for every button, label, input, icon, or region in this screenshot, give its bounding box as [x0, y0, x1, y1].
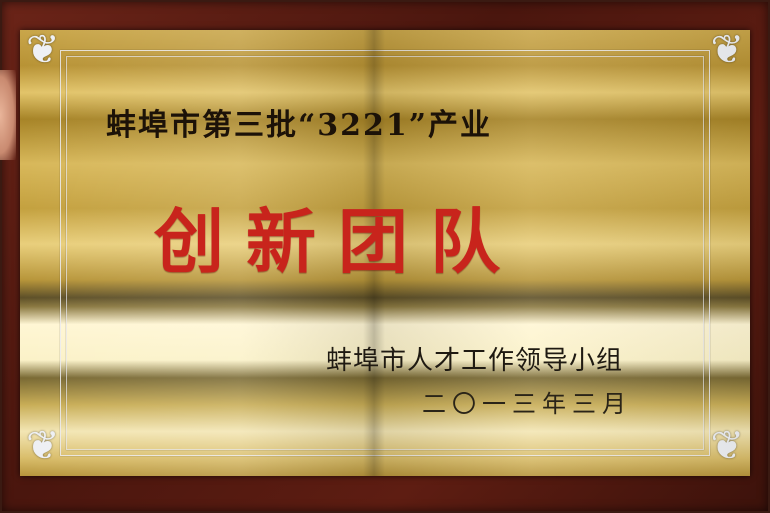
- plaque-date: 二〇一三年三月: [422, 390, 632, 418]
- inner-border: [66, 56, 704, 450]
- hand-edge: [0, 70, 16, 160]
- plaque-issuer: 蚌埠市人才工作领导小组: [326, 346, 624, 376]
- corner-ornament-icon: ❦: [710, 27, 744, 73]
- plaque-subtitle: 蚌埠市第三批“3221”产业: [106, 108, 493, 143]
- corner-ornament-icon: ❦: [710, 423, 744, 469]
- gold-plate: ❦ ❦ ❦ ❦: [20, 30, 750, 476]
- outer-border: [60, 50, 710, 456]
- plaque-title: 创新团队: [154, 201, 522, 283]
- corner-ornament-icon: ❦: [26, 423, 60, 469]
- corner-ornament-icon: ❦: [26, 27, 60, 73]
